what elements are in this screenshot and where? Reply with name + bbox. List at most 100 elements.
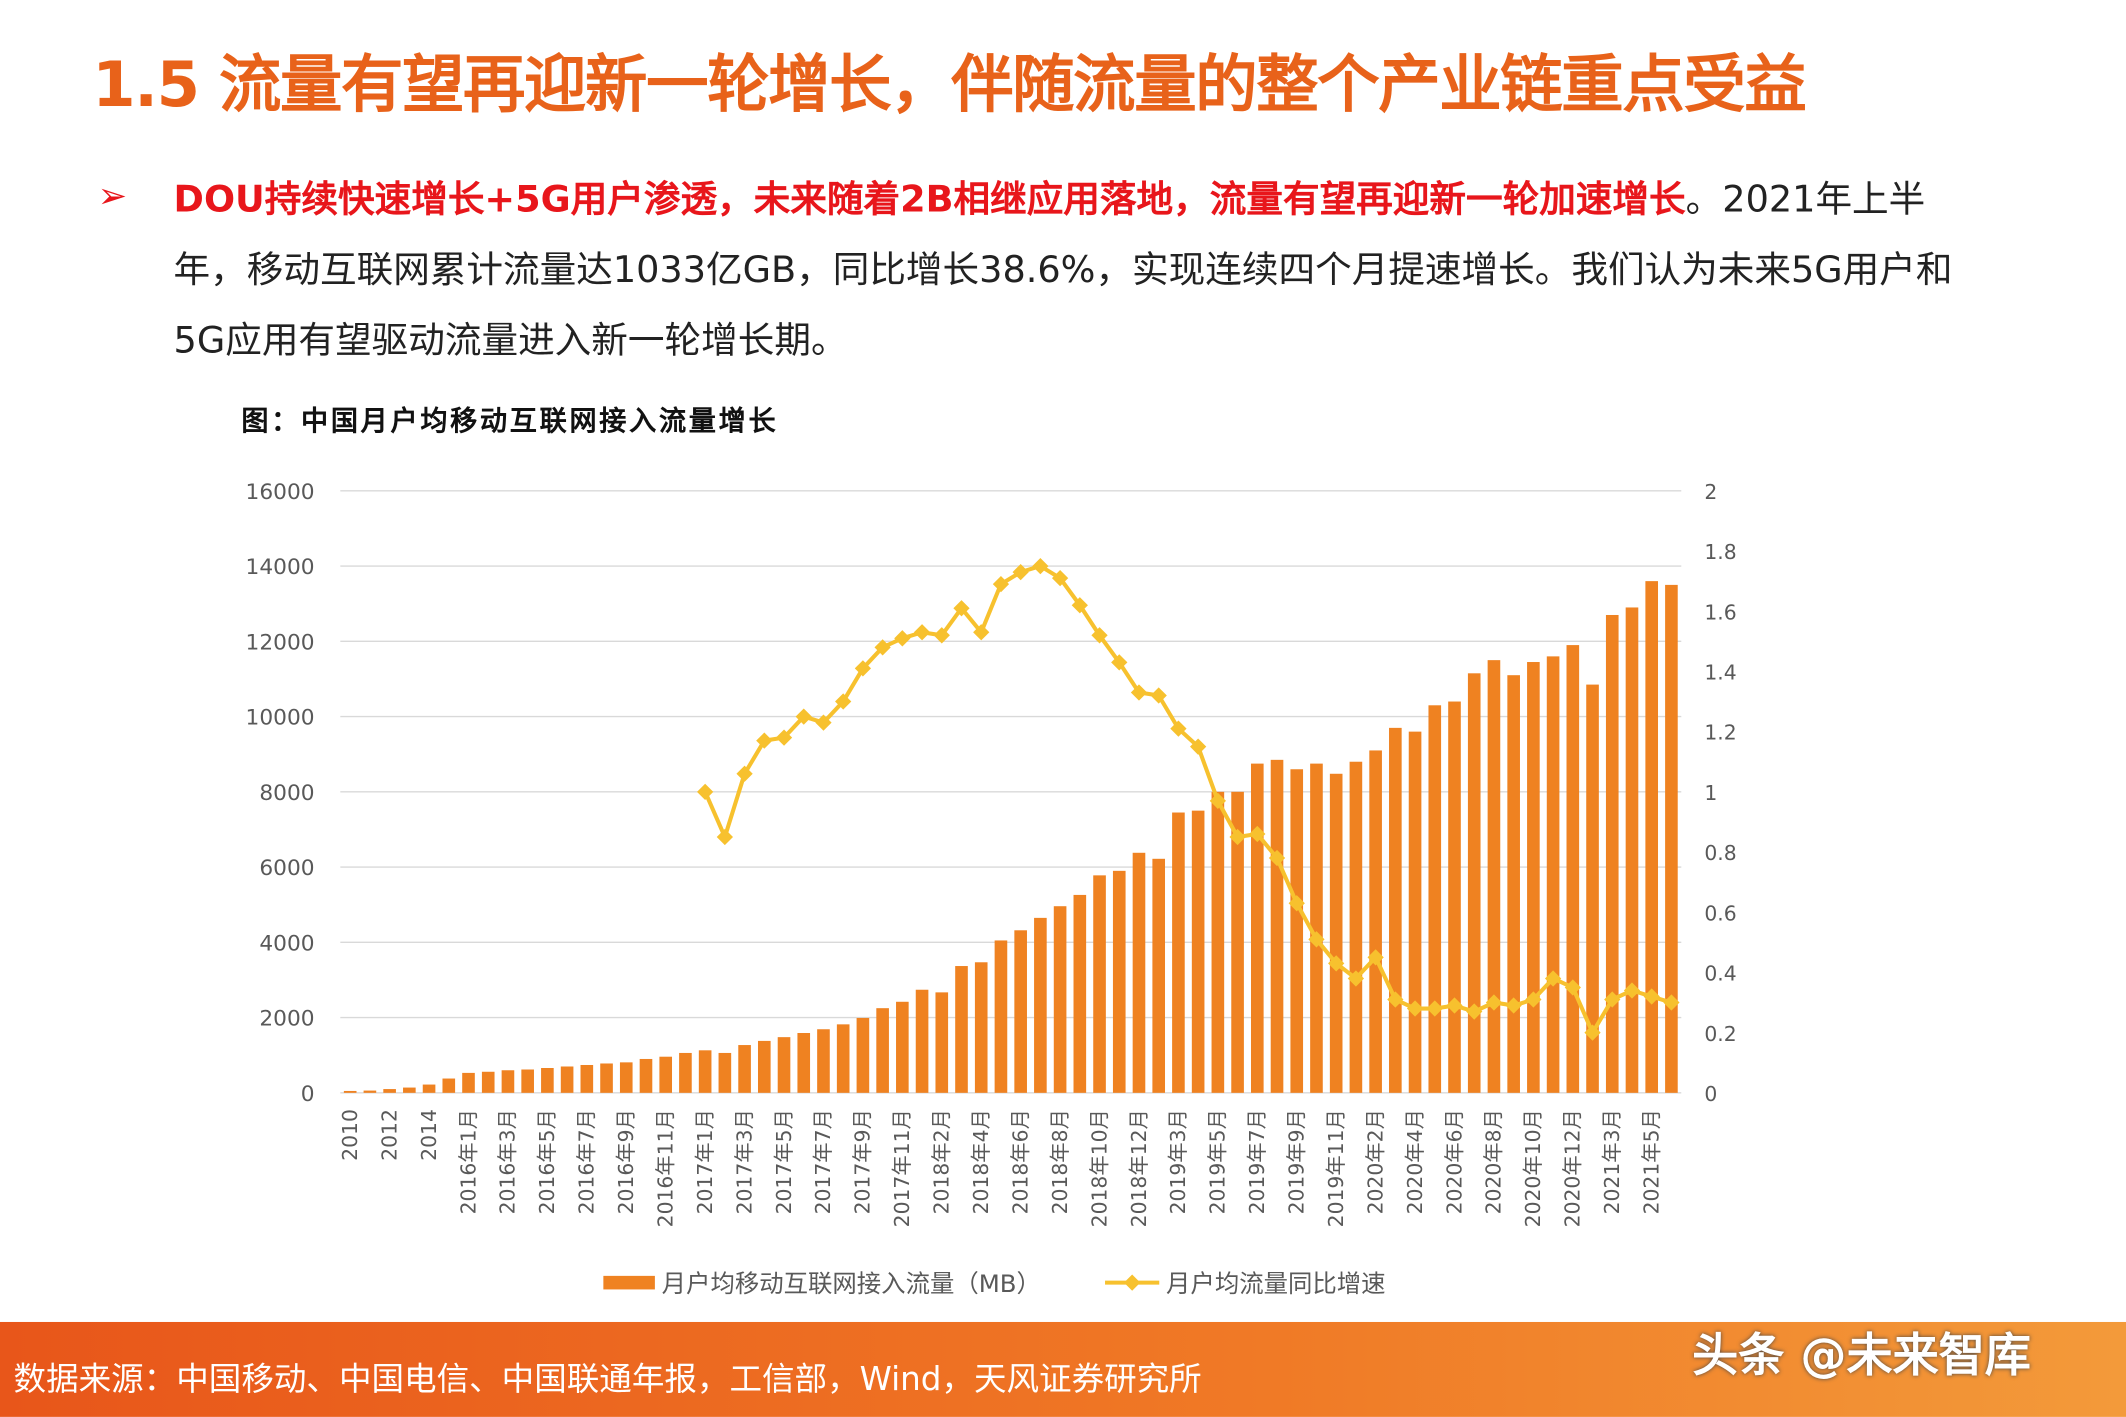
bar (915, 989, 929, 1093)
bar (994, 940, 1008, 1093)
x-tick-label: 2016年11月 (653, 1109, 677, 1227)
line-marker (894, 630, 911, 647)
bar (856, 1017, 870, 1093)
x-tick-label: 2020年2月 (1363, 1109, 1387, 1214)
bar (659, 1056, 673, 1093)
x-tick-label: 2017年3月 (732, 1109, 756, 1214)
line-marker (1347, 970, 1365, 987)
x-tick-label: 2017年7月 (811, 1109, 835, 1214)
x-tick-label: 2018年6月 (1008, 1109, 1032, 1214)
bar (1270, 759, 1284, 1093)
bar (1586, 684, 1599, 1093)
y2-tick-label: 1.8 (1704, 540, 1736, 564)
footer-bar (0, 1321, 2126, 1417)
y-tick-label: 8000 (259, 781, 314, 806)
legend-item: 月户均移动互联网接入流量（MB） (603, 1269, 1041, 1298)
x-tick-label: 2018年10月 (1087, 1109, 1111, 1227)
bar (738, 1045, 751, 1093)
bar (1152, 858, 1166, 1093)
x-tick-label: 2010 (338, 1109, 362, 1161)
bar (777, 1037, 791, 1093)
bar (1112, 870, 1126, 1093)
bar (1625, 607, 1639, 1093)
bar (619, 1062, 633, 1093)
y-tick-label: 12000 (246, 630, 315, 655)
bar (698, 1050, 712, 1093)
bar (1566, 645, 1580, 1093)
y2-tick-label: 0.4 (1704, 962, 1736, 986)
x-tick-label: 2016年3月 (496, 1109, 520, 1214)
legend-swatch-marker (1124, 1274, 1141, 1291)
x-tick-label: 2018年2月 (930, 1109, 954, 1214)
x-tick-label: 2016年9月 (614, 1109, 638, 1214)
bar (1014, 930, 1027, 1093)
line-marker (1130, 684, 1148, 701)
bar (422, 1084, 436, 1093)
x-tick-label: 2017年11月 (890, 1109, 914, 1227)
bar (1073, 894, 1087, 1093)
bar (501, 1070, 515, 1093)
bar (1349, 761, 1363, 1093)
bar (343, 1090, 357, 1093)
y2-tick-label: 1.2 (1704, 721, 1736, 745)
highlight: DOU持续快速增长+5G用户渗透，未来随着2B相继应用落地，流量有望再迎新一轮加… (173, 178, 1686, 222)
y2-tick-label: 1.4 (1704, 661, 1736, 685)
line-marker (1170, 720, 1187, 737)
y-tick-label: 0 (301, 1082, 315, 1107)
line-marker (913, 624, 931, 641)
y-tick-label: 14000 (246, 555, 315, 580)
x-tick-label: 2012 (377, 1109, 401, 1161)
line-marker (1268, 849, 1286, 867)
y-tick-label: 10000 (246, 706, 315, 731)
line-marker (1485, 994, 1503, 1011)
x-tick-label: 2020年10月 (1521, 1109, 1545, 1227)
y2-tick-label: 1 (1704, 781, 1717, 805)
y2-tick-label: 0 (1704, 1082, 1717, 1106)
bar (560, 1066, 574, 1093)
y2-tick-label: 0.6 (1704, 901, 1736, 925)
line-marker (1328, 955, 1345, 972)
line-marker (815, 714, 832, 731)
x-tick-label: 2020年8月 (1482, 1109, 1506, 1214)
x-tick-label: 2018年12月 (1127, 1109, 1151, 1227)
slide-title: 1.5 流量有望再迎新一轮增长，伴随流量的整个产业链重点受益 (92, 47, 1807, 121)
bar (1487, 660, 1501, 1093)
x-tick-label: 2016年7月 (575, 1109, 599, 1214)
line-marker (854, 660, 872, 677)
bar (1605, 614, 1619, 1093)
y2-tick-label: 1.6 (1704, 600, 1736, 624)
bar (797, 1033, 811, 1093)
legend-item: 月户均流量同比增速 (1105, 1269, 1386, 1298)
bar (1310, 763, 1323, 1093)
bar (1428, 705, 1442, 1093)
line-marker (1663, 994, 1680, 1011)
x-tick-label: 2016年1月 (456, 1109, 480, 1214)
line-marker (1032, 557, 1049, 575)
legend-label: 月户均流量同比增速 (1166, 1269, 1386, 1298)
line-marker (1525, 991, 1542, 1008)
bar (1448, 701, 1461, 1093)
y-tick-label: 2000 (259, 1007, 314, 1032)
bar (817, 1029, 830, 1093)
bar (1389, 727, 1402, 1093)
line-marker (933, 627, 950, 644)
bar (935, 992, 949, 1093)
line-marker (1387, 991, 1404, 1008)
bar (1408, 731, 1422, 1093)
bar (1093, 875, 1106, 1093)
bar (1211, 791, 1225, 1093)
bar (1231, 791, 1244, 1093)
line-marker (1012, 563, 1029, 581)
legend-label: 月户均移动互联网接入流量（MB） (662, 1269, 1041, 1298)
bar (481, 1071, 495, 1093)
bar (896, 1001, 909, 1093)
body-text: 。2021年上半年，移动互联网累计流量达1033亿GB，同比增长38.6%，实现… (173, 178, 1953, 363)
bar (718, 1052, 732, 1093)
legend-swatch (603, 1275, 655, 1290)
bar (1527, 662, 1540, 1093)
bar (639, 1058, 653, 1093)
bar (521, 1069, 534, 1093)
